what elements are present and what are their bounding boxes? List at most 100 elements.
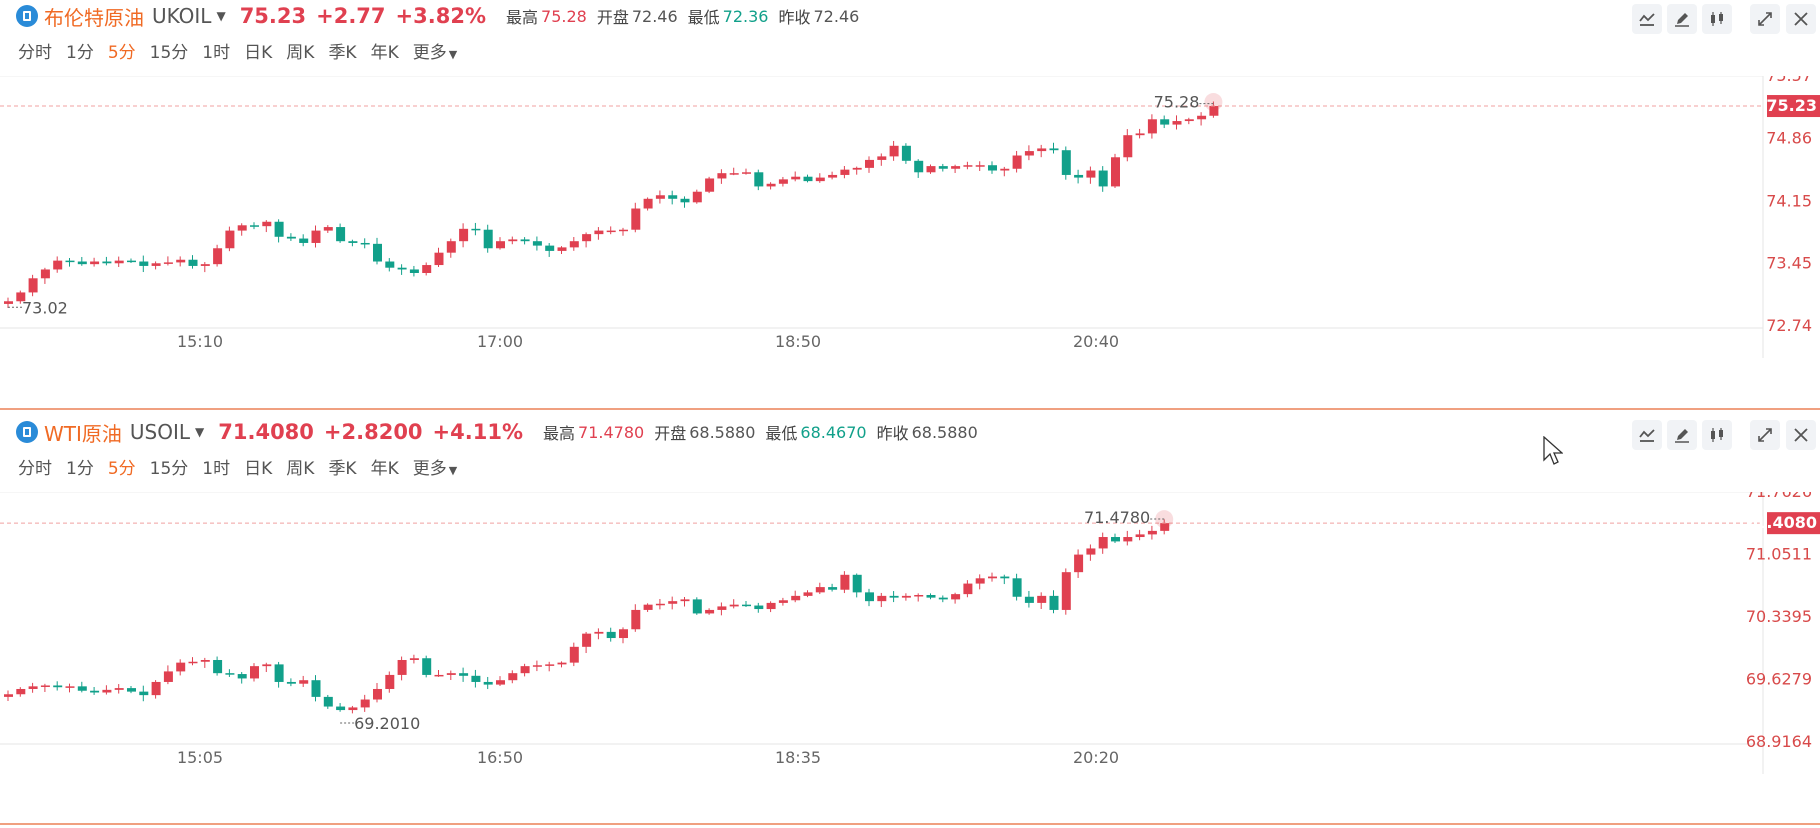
close-button[interactable] — [1786, 420, 1816, 450]
candlestick-chart[interactable]: 71.7626 71.0511 70.3395 69.6279 68.9164 71.40… — [0, 492, 1820, 828]
candle-body — [655, 603, 665, 606]
tab-more[interactable]: 更多 ▼ — [413, 38, 457, 63]
candlestick-chart[interactable]: 75.57 74.86 74.15 73.45 72.74 75.23 75.28 73.02… — [0, 76, 1820, 412]
time-axis-label: 18:35 — [775, 748, 821, 767]
tab-period-7[interactable]: 季K — [328, 43, 357, 63]
price-axis-label: 71.0511 — [1746, 544, 1812, 563]
candle-body — [213, 659, 223, 674]
tab-period-7[interactable]: 季K — [328, 459, 357, 479]
instrument-name[interactable]: WTI原油 — [44, 421, 122, 446]
close-button[interactable] — [1786, 4, 1816, 34]
min-price-label: 69.2010 — [354, 714, 420, 733]
candle-body — [16, 292, 26, 302]
candle-body — [77, 686, 87, 691]
indicator-button[interactable] — [1632, 420, 1662, 450]
candle-body — [532, 665, 542, 667]
instrument-code[interactable]: USOIL — [129, 420, 191, 444]
tab-period-2[interactable]: 5分 — [107, 459, 136, 479]
chevron-down-icon[interactable]: ▼ — [216, 9, 226, 23]
panel-divider[interactable] — [0, 823, 1820, 825]
tab-period-0[interactable]: 分时 — [18, 459, 52, 479]
candle-body — [1037, 595, 1047, 603]
candle-body — [274, 221, 284, 237]
prev-close-label: 昨收 — [778, 8, 811, 27]
candle-body — [151, 263, 161, 266]
candle-body — [471, 228, 481, 231]
price-axis-label: 74.86 — [1766, 129, 1812, 148]
candle-body — [262, 664, 272, 667]
indicator-button[interactable] — [1632, 4, 1662, 34]
candle-body — [926, 166, 936, 173]
tab-period-3[interactable]: 15分 — [149, 43, 189, 63]
candle-body — [53, 260, 63, 270]
draw-tool-button[interactable] — [1667, 4, 1697, 34]
high-label: 最高 — [506, 8, 539, 27]
candle-body — [213, 248, 223, 265]
candle-body — [151, 681, 161, 696]
price-change-pct: +3.82% — [395, 4, 486, 28]
panel-divider[interactable] — [0, 408, 1820, 410]
tab-period-6[interactable]: 周K — [286, 43, 315, 63]
tab-period-1[interactable]: 1分 — [66, 43, 94, 63]
candle-body — [434, 252, 444, 266]
candle-body — [274, 664, 284, 682]
instrument-code[interactable]: UKOIL — [152, 4, 212, 28]
chevron-down-icon[interactable]: ▼ — [195, 425, 205, 439]
candle-type-button[interactable] — [1702, 420, 1732, 450]
tab-period-4[interactable]: 1时 — [202, 459, 231, 479]
draw-pen-icon — [1675, 429, 1689, 443]
tab-period-2[interactable]: 5分 — [107, 43, 136, 63]
candle-body — [778, 600, 788, 603]
candle-body — [4, 694, 13, 697]
candle-body — [901, 595, 911, 598]
price-axis-label: 68.9164 — [1746, 732, 1812, 751]
candle-body — [988, 576, 997, 579]
close-icon — [1794, 428, 1808, 442]
low-label: 最低 — [687, 8, 720, 27]
candle-body — [385, 674, 395, 689]
price-change: +2.77 — [316, 4, 386, 28]
instrument-name[interactable]: 布伦特原油 — [44, 5, 144, 30]
candle-type-button[interactable] — [1702, 4, 1732, 34]
tab-period-8[interactable]: 年K — [370, 459, 399, 479]
candle-body — [65, 686, 75, 688]
candle-body — [1135, 133, 1145, 136]
candle-body — [963, 165, 973, 167]
time-axis-label: 18:50 — [775, 332, 821, 351]
tab-period-1[interactable]: 1分 — [66, 459, 94, 479]
tab-period-8[interactable]: 年K — [370, 43, 399, 63]
candle-body — [90, 261, 100, 265]
candle-body — [40, 269, 50, 279]
price-axis-label: 75.57 — [1766, 76, 1812, 85]
tab-period-3[interactable]: 15分 — [149, 459, 189, 479]
quote-header: 布伦特原油 UKOIL ▼ 75.23 +2.77 +3.82% 最高 75.2… — [16, 2, 859, 30]
candle-body — [815, 177, 825, 182]
candle-body — [545, 245, 555, 251]
candle-body — [594, 631, 604, 634]
candle-body — [1123, 537, 1133, 542]
candle-body — [938, 597, 948, 600]
tab-period-5[interactable]: 日K — [244, 459, 273, 479]
candle-body — [176, 259, 186, 263]
tab-period-5[interactable]: 日K — [244, 43, 273, 63]
candle-body — [422, 658, 432, 675]
candle-body — [348, 707, 358, 711]
candle-body — [963, 583, 973, 595]
indicator-icon — [1639, 13, 1655, 26]
candle-body — [778, 179, 788, 184]
candle-body — [1024, 151, 1034, 156]
open-label: 开盘 — [654, 424, 687, 443]
tab-more[interactable]: 更多 ▼ — [413, 454, 457, 479]
expand-button[interactable] — [1750, 420, 1780, 450]
chart-panel-usoil: WTI原油 USOIL ▼ 71.4080 +2.8200 +4.11% 最高 … — [0, 416, 1820, 828]
candle-body — [40, 685, 50, 687]
tab-period-6[interactable]: 周K — [286, 459, 315, 479]
tab-period-4[interactable]: 1时 — [202, 43, 231, 63]
candle-body — [631, 208, 641, 230]
draw-tool-button[interactable] — [1667, 420, 1697, 450]
tab-period-0[interactable]: 分时 — [18, 43, 52, 63]
open-label: 开盘 — [596, 8, 629, 27]
candle-body — [286, 236, 296, 239]
expand-button[interactable] — [1750, 4, 1780, 34]
candle-body — [323, 696, 333, 707]
